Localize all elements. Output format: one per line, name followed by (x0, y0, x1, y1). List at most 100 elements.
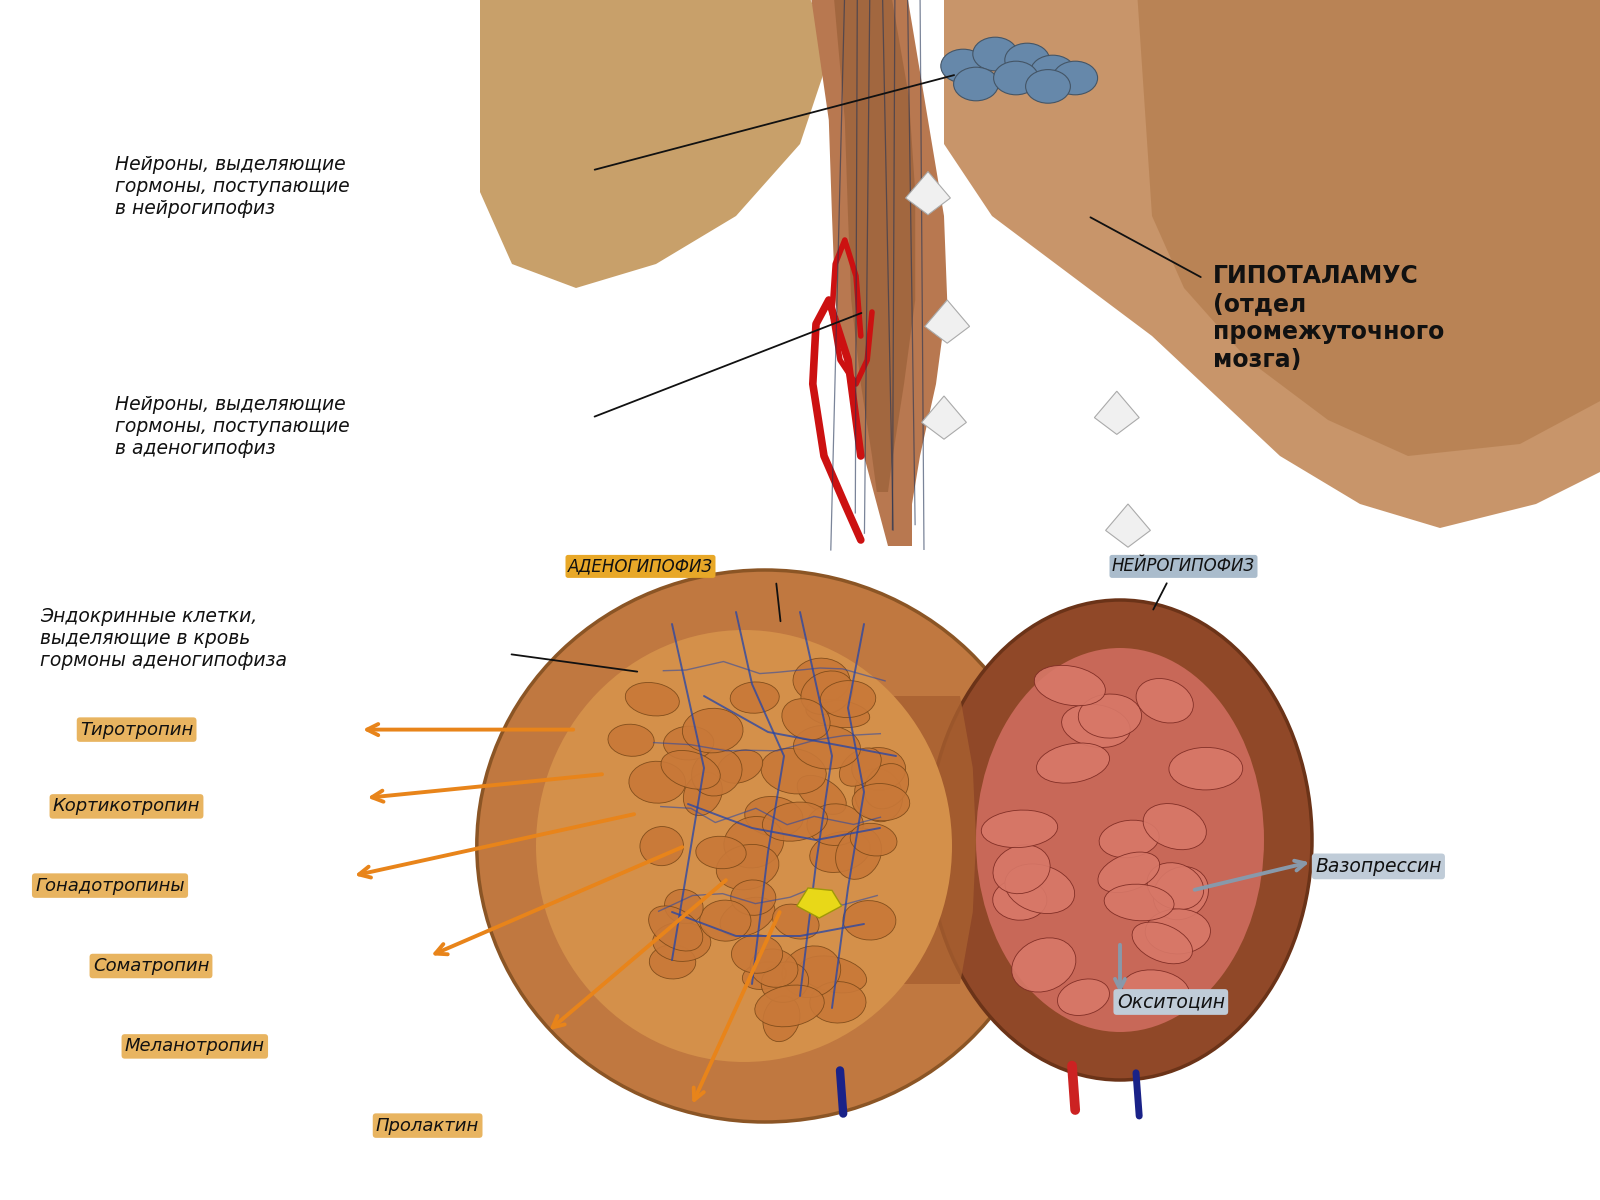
Ellipse shape (1078, 694, 1141, 738)
Ellipse shape (1099, 820, 1158, 858)
Ellipse shape (1104, 884, 1174, 920)
Ellipse shape (717, 750, 763, 784)
Ellipse shape (682, 708, 742, 752)
Ellipse shape (723, 816, 784, 868)
Polygon shape (1136, 0, 1600, 456)
Ellipse shape (1011, 938, 1075, 992)
Text: Тиротропин: Тиротропин (80, 720, 194, 738)
Ellipse shape (661, 750, 720, 790)
Circle shape (941, 49, 986, 83)
Ellipse shape (806, 804, 864, 846)
Ellipse shape (648, 906, 702, 952)
Ellipse shape (864, 763, 909, 809)
Text: Меланотропин: Меланотропин (125, 1037, 266, 1056)
Text: Нейроны, выделяющие
гормоны, поступающие
в аденогипофиз: Нейроны, выделяющие гормоны, поступающие… (115, 395, 350, 457)
Ellipse shape (608, 725, 654, 756)
Ellipse shape (810, 982, 866, 1024)
Ellipse shape (821, 680, 875, 718)
Ellipse shape (806, 700, 870, 727)
Ellipse shape (755, 985, 824, 1027)
Ellipse shape (840, 748, 882, 786)
Polygon shape (922, 396, 966, 439)
Ellipse shape (782, 946, 840, 997)
Ellipse shape (794, 725, 861, 769)
Polygon shape (925, 300, 970, 343)
Text: АДЕНОГИПОФИЗ: АДЕНОГИПОФИЗ (568, 557, 714, 575)
Ellipse shape (744, 797, 803, 836)
Circle shape (954, 67, 998, 101)
Ellipse shape (1034, 665, 1106, 706)
Text: Окситоцин: Окситоцин (1117, 992, 1226, 1012)
Ellipse shape (699, 900, 750, 941)
Ellipse shape (1136, 678, 1194, 722)
Ellipse shape (691, 749, 742, 796)
Ellipse shape (981, 810, 1058, 847)
Ellipse shape (1133, 922, 1192, 964)
Ellipse shape (742, 961, 786, 990)
Ellipse shape (626, 683, 680, 716)
Text: Соматропин: Соматропин (93, 958, 210, 974)
Polygon shape (480, 0, 832, 288)
Ellipse shape (477, 570, 1053, 1122)
Ellipse shape (640, 827, 683, 865)
Text: Гонадотропины: Гонадотропины (35, 876, 186, 894)
Ellipse shape (1123, 970, 1189, 1010)
Polygon shape (1106, 504, 1150, 547)
Ellipse shape (720, 898, 774, 936)
Ellipse shape (1170, 748, 1243, 790)
Ellipse shape (750, 949, 798, 988)
Ellipse shape (536, 630, 952, 1062)
Ellipse shape (696, 836, 746, 869)
Polygon shape (906, 172, 950, 215)
Ellipse shape (851, 748, 906, 790)
Circle shape (1030, 55, 1075, 89)
Ellipse shape (976, 648, 1264, 1032)
Ellipse shape (762, 962, 808, 1002)
Ellipse shape (1005, 864, 1075, 913)
Text: Нейроны, выделяющие
гормоны, поступающие
в нейрогипофиз: Нейроны, выделяющие гормоны, поступающие… (115, 155, 350, 217)
Ellipse shape (773, 904, 819, 940)
Ellipse shape (782, 698, 830, 740)
Polygon shape (872, 696, 976, 984)
Ellipse shape (664, 889, 702, 924)
Ellipse shape (629, 761, 685, 803)
Polygon shape (797, 888, 842, 918)
Text: Кортикотропин: Кортикотропин (53, 797, 200, 816)
Ellipse shape (683, 772, 722, 816)
Circle shape (994, 61, 1038, 95)
Ellipse shape (1058, 979, 1109, 1015)
Ellipse shape (1146, 908, 1211, 954)
Ellipse shape (731, 880, 776, 916)
Ellipse shape (1154, 866, 1208, 919)
Circle shape (1053, 61, 1098, 95)
Ellipse shape (1037, 743, 1109, 784)
Ellipse shape (850, 823, 898, 856)
Ellipse shape (798, 956, 867, 992)
Ellipse shape (763, 996, 800, 1042)
Ellipse shape (762, 749, 826, 794)
Ellipse shape (664, 726, 714, 760)
Ellipse shape (928, 600, 1312, 1080)
Polygon shape (832, 0, 915, 492)
Text: НЕЙРОГИПОФИЗ: НЕЙРОГИПОФИЗ (1112, 557, 1254, 575)
Polygon shape (944, 0, 1600, 528)
Ellipse shape (853, 784, 910, 821)
Text: Эндокринные клетки,
выделяющие в кровь
гормоны аденогипофиза: Эндокринные клетки, выделяющие в кровь г… (40, 607, 286, 670)
Polygon shape (808, 0, 947, 546)
Ellipse shape (717, 845, 779, 890)
Ellipse shape (1147, 863, 1203, 910)
Ellipse shape (730, 682, 779, 713)
Circle shape (1005, 43, 1050, 77)
Text: Вазопрессин: Вазопрессин (1315, 857, 1442, 876)
Ellipse shape (994, 845, 1050, 894)
Ellipse shape (835, 828, 882, 880)
Ellipse shape (1061, 704, 1130, 748)
Polygon shape (1094, 391, 1139, 434)
Ellipse shape (1142, 804, 1206, 850)
Text: Пролактин: Пролактин (376, 1116, 480, 1135)
Circle shape (973, 37, 1018, 71)
Ellipse shape (992, 880, 1046, 920)
Ellipse shape (797, 775, 846, 815)
Ellipse shape (762, 802, 827, 841)
Ellipse shape (794, 658, 850, 703)
